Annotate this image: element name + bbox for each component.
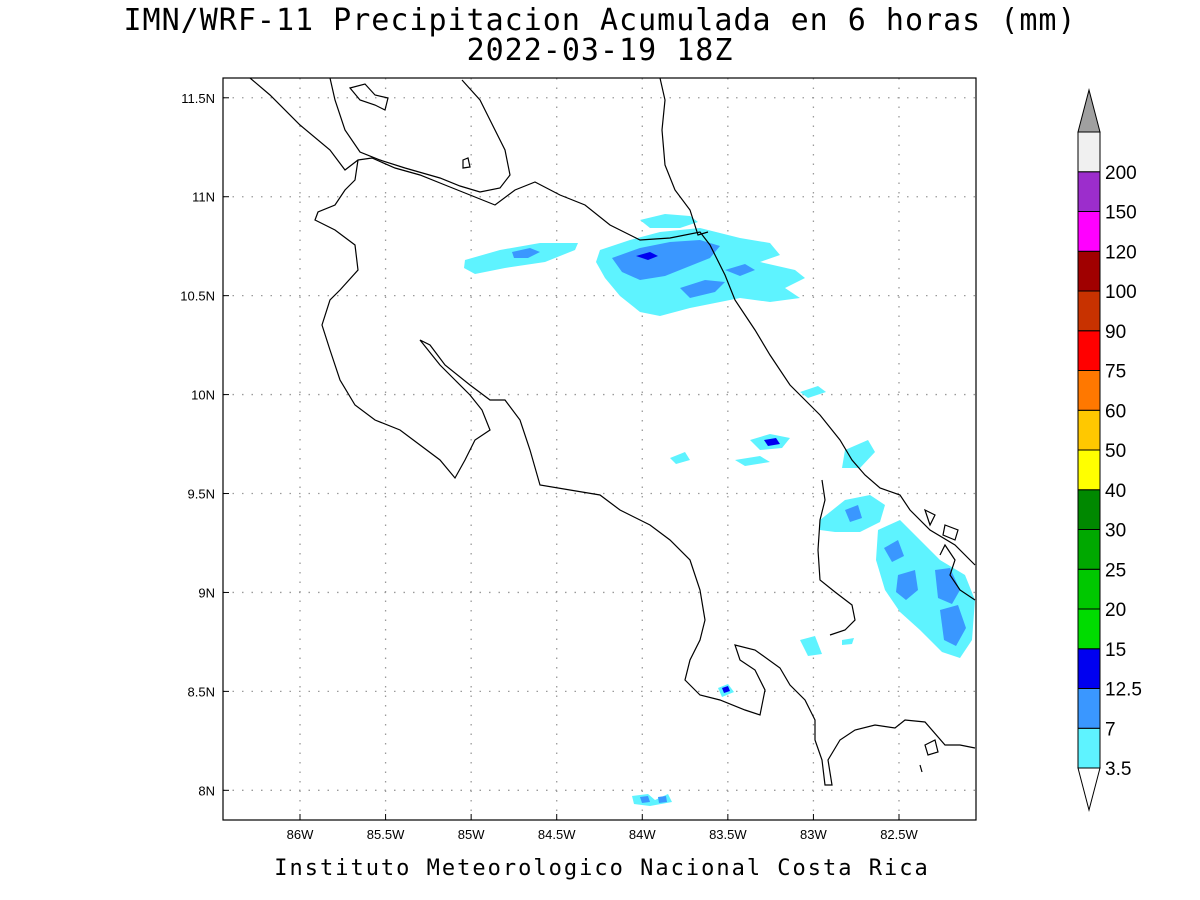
precip-blue-north-1: [612, 240, 720, 280]
lat-tick-label: 11N: [192, 190, 215, 205]
lat-tick-label: 10.5N: [180, 289, 215, 304]
colorbar-level-label: 20: [1105, 600, 1126, 621]
precip-darkblue-north: [636, 252, 658, 260]
lake-island: [348, 83, 389, 111]
bocas-island-1: [923, 508, 936, 527]
lat-tick-label: 10N: [191, 388, 215, 403]
colorbar: 3.5 7 12.5 15 20 25 30 40 50 60 75 90 100 120 150 200: [1077, 88, 1142, 812]
precip-blue-north-3: [512, 248, 540, 258]
precip-blue-southeast-1: [884, 540, 904, 562]
colorbar-level-label: 30: [1105, 521, 1126, 542]
colorbar-swatch: [1077, 568, 1101, 610]
precip-cyan-south-1: [800, 636, 822, 656]
precip-blue-southeast-5: [845, 505, 862, 522]
colorbar-level-label: 15: [1105, 640, 1126, 661]
precip-blue-north-2: [680, 280, 725, 298]
colorbar-swatch: [1077, 608, 1101, 650]
colorbar-level-label: 90: [1105, 322, 1126, 343]
colorbar-swatch: [1077, 330, 1101, 371]
precip-blue-south-4: [640, 796, 650, 803]
lon-tick-label: 83.5W: [709, 827, 747, 842]
colorbar-swatch: [1077, 489, 1101, 530]
lon-tick-label: 83W: [800, 827, 827, 842]
precip-darkblue-south: [722, 686, 730, 693]
precip-blue-southeast-2: [896, 570, 918, 600]
precipitation-field: [464, 214, 975, 806]
caribbean-coast-north: [659, 77, 709, 236]
colorbar-level-label: 12.5: [1105, 680, 1142, 701]
pacific-coastline: [249, 77, 976, 566]
colorbar-swatch: [1077, 449, 1101, 491]
lon-tick-label: 85.5W: [367, 827, 405, 842]
colorbar-extend-low: [1077, 767, 1101, 812]
colorbar-level-label: 100: [1105, 282, 1137, 303]
burica-island: [924, 739, 939, 756]
colorbar-level-label: 50: [1105, 441, 1126, 462]
colorbar-extend-high: [1077, 88, 1101, 133]
latitude-axis: 11.5N 11N 10.5N 10N 9.5N 9N 8.5N 8N: [180, 91, 229, 798]
colorbar-level-label: 40: [1105, 481, 1126, 502]
colorbar-swatch: [1077, 171, 1101, 212]
precip-cyan-north-west: [464, 243, 578, 274]
precip-blue-southeast-4: [940, 605, 966, 646]
lon-tick-label: 85W: [458, 827, 485, 842]
precip-blue-south-5: [658, 796, 667, 803]
map-gridlines: [223, 78, 976, 820]
small-island: [462, 157, 471, 169]
longitude-axis: 86W 85.5W 85W 84.5W 84W 83.5W 83W 82.5W: [287, 814, 919, 842]
precip-blue-north-4: [725, 264, 755, 276]
lon-tick-label: 82.5W: [880, 827, 918, 842]
precip-blue-southeast-3: [935, 568, 960, 604]
colorbar-swatch: [1077, 131, 1101, 173]
lon-tick-label: 84W: [629, 827, 656, 842]
colorbar-level-label: 120: [1105, 242, 1137, 263]
lat-tick-label: 11.5N: [181, 91, 215, 106]
lon-tick-label: 86W: [287, 827, 314, 842]
lat-tick-label: 8.5N: [188, 684, 215, 699]
map-credit: Instituto Meteorologico Nacional Costa R…: [274, 856, 930, 881]
colorbar-level-label: 3.5: [1105, 759, 1131, 780]
map-title: IMN/WRF-11 Precipitacion Acumulada en 6 …: [123, 3, 1077, 38]
lon-tick-label: 84.5W: [538, 827, 576, 842]
panama-border: [817, 479, 856, 636]
map-frame: [222, 77, 977, 821]
colorbar-level-label: 60: [1105, 401, 1126, 422]
colorbar-swatch: [1077, 727, 1101, 769]
bocas-coast: [939, 543, 976, 601]
colorbar-swatch: [1077, 688, 1101, 729]
nicaragua-lake-shore: [329, 77, 511, 193]
nicoya-west-coast: [314, 159, 976, 786]
colorbar-swatch: [1077, 529, 1101, 570]
precip-darkblue-central: [764, 438, 780, 446]
colorbar-swatch: [1077, 211, 1101, 252]
colorbar-level-label: 75: [1105, 362, 1126, 383]
colorbar-swatch: [1077, 290, 1101, 332]
lat-tick-label: 8N: [198, 783, 215, 798]
precip-cyan-central-3: [735, 456, 770, 466]
colorbar-level-label: 25: [1105, 560, 1126, 581]
precip-cyan-central-4: [800, 386, 826, 398]
precip-cyan-north-cap: [640, 214, 698, 228]
precip-cyan-south-2: [842, 638, 854, 645]
colorbar-level-label: 200: [1105, 163, 1137, 184]
colorbar-swatch: [1077, 250, 1101, 292]
map-subtitle: 2022-03-19 18Z: [466, 33, 734, 68]
colorbar-level-label: 7: [1105, 719, 1116, 740]
colorbar-swatch: [1077, 648, 1101, 689]
colorbar-swatch: [1077, 409, 1101, 451]
coastlines: [249, 77, 976, 786]
lat-tick-label: 9N: [198, 585, 215, 600]
precip-cyan-central-2: [670, 452, 690, 464]
colorbar-level-label: 150: [1105, 203, 1137, 224]
lat-tick-label: 9.5N: [188, 487, 215, 502]
colorbar-swatch: [1077, 370, 1101, 411]
bocas-island-2: [942, 524, 959, 541]
precip-cyan-central-5: [842, 440, 875, 468]
burica-tick: [919, 764, 923, 773]
